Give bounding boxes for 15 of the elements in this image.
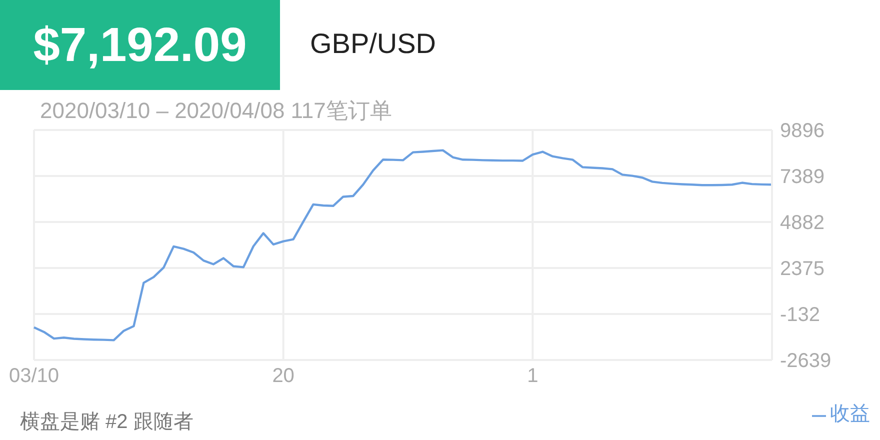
y-tick-label: 9896 — [780, 120, 824, 142]
y-tick-label: -132 — [780, 304, 820, 326]
text: 2020/03/10 – 2020/04/08 117笔订单 — [40, 97, 392, 125]
y-tick-label: 7389 — [780, 166, 824, 188]
x-tick-label: 1 — [527, 365, 538, 388]
y-tick-label: 4882 — [780, 212, 824, 234]
x-tick-label: 20 — [272, 365, 294, 388]
y-tick-label: -2639 — [780, 350, 832, 372]
x-tick-label: 03/10 — [8, 365, 60, 388]
chart-title: $7,192.09 — [0, 0, 280, 90]
y-tick-label: 2375 — [780, 258, 824, 280]
chart-subtitle: GBP/USD — [310, 28, 436, 60]
line-series — [32, 149, 774, 342]
text: 横盘是赌 #2 跟随者 — [20, 410, 194, 435]
legend-label: 收益 — [830, 403, 870, 425]
